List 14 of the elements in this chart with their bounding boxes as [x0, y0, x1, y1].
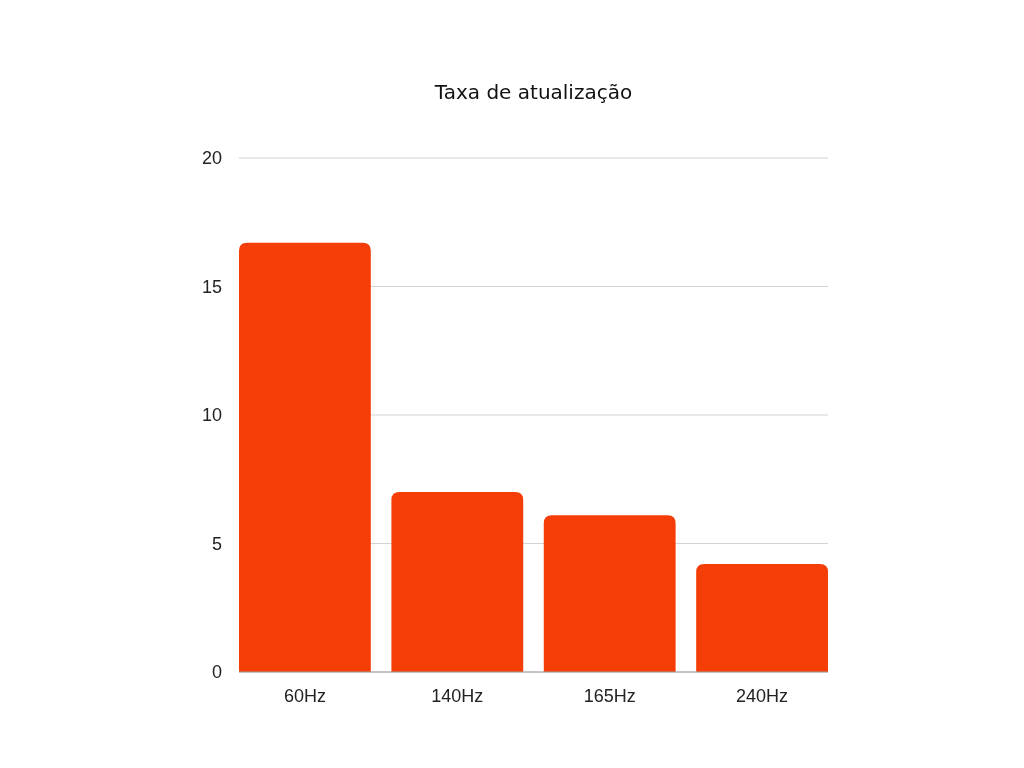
y-tick-label: 0 [211, 662, 222, 683]
bar [696, 564, 828, 672]
y-tick-label: 20 [201, 148, 222, 169]
y-tick-label: 10 [201, 405, 222, 426]
y-tick-label: 15 [201, 276, 222, 297]
x-tick-label: 140Hz [431, 686, 484, 706]
x-tick-label: 60Hz [283, 686, 326, 706]
chart-title: Taxa de atualização [433, 80, 633, 104]
y-tick-label: 5 [211, 533, 222, 554]
x-tick-label: 240Hz [736, 686, 789, 706]
bar [239, 242, 371, 672]
bar [391, 492, 524, 672]
bar [543, 515, 676, 672]
x-tick-label: 165Hz [583, 686, 636, 706]
